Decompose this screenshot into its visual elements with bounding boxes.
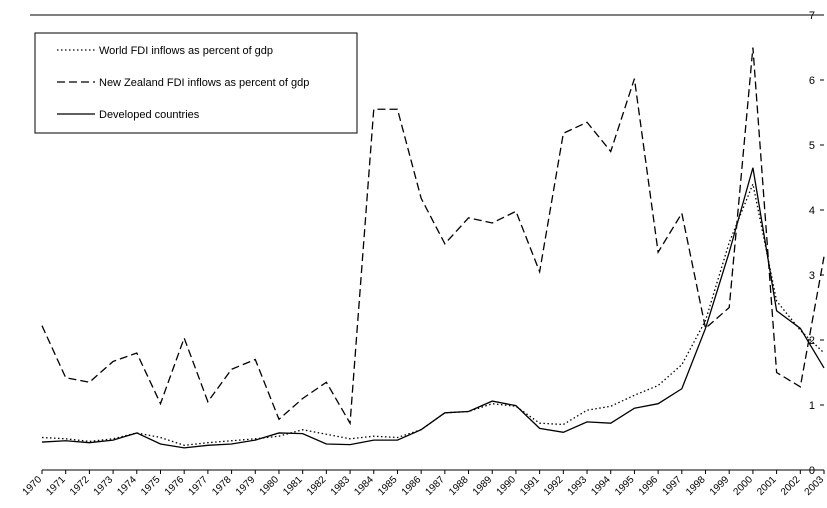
x-tick-label: 2001 (755, 474, 779, 498)
x-tick-label: 1985 (376, 474, 400, 498)
x-tick-label: 1999 (708, 474, 732, 498)
legend: World FDI inflows as percent of gdp New Z… (34, 32, 358, 134)
x-tick-label: 1992 (542, 474, 566, 498)
x-tick-label: 1975 (139, 474, 163, 498)
y-tick-label: 3 (809, 270, 815, 282)
x-tick-label: 1982 (305, 474, 329, 498)
y-tick-label: 2 (809, 335, 815, 347)
x-tick-label: 1998 (684, 474, 708, 498)
x-tick-label: 2003 (803, 474, 827, 498)
x-tick-label: 1971 (44, 474, 68, 498)
line-series (41, 167, 825, 449)
x-tick-label: 1978 (210, 474, 234, 498)
y-tick-label: 4 (809, 205, 815, 217)
y-tick-label: 1 (809, 400, 815, 412)
line-series (41, 181, 825, 446)
x-tick-label: 1979 (234, 474, 258, 498)
legend-label: New Zealand FDI inflows as percent of gd… (99, 77, 309, 89)
y-tick-label: 6 (809, 75, 815, 87)
x-tick-label: 1974 (115, 474, 139, 498)
legend-box (34, 32, 358, 134)
y-tick-label: 0 (809, 465, 815, 477)
x-tick-label: 1973 (92, 474, 116, 498)
x-tick-label: 1977 (186, 474, 210, 498)
x-tick-label: 1980 (258, 474, 282, 498)
x-tick-label: 1984 (352, 474, 376, 498)
x-tick-label: 1983 (329, 474, 353, 498)
legend-label: World FDI inflows as percent of gdp (99, 45, 273, 57)
x-tick-label: 1994 (589, 474, 613, 498)
x-tick-label: 1991 (518, 474, 542, 498)
y-tick-label: 7 (809, 10, 815, 22)
legend-label: Developed countries (99, 109, 200, 121)
x-tick-label: 1988 (447, 474, 471, 498)
line-series (41, 47, 825, 426)
x-tick-label: 1993 (566, 474, 590, 498)
x-tick-label: 1996 (637, 474, 661, 498)
x-tick-label: 1981 (281, 474, 305, 498)
x-tick-label: 2002 (779, 474, 803, 498)
x-tick-label: 2000 (732, 474, 756, 498)
x-tick-label: 1972 (68, 474, 92, 498)
x-tick-label: 1970 (21, 474, 45, 498)
x-tick-label: 1990 (495, 474, 519, 498)
x-tick-label: 1989 (471, 474, 495, 498)
x-tick-label: 1976 (163, 474, 187, 498)
x-tick-label: 1995 (613, 474, 637, 498)
y-tick-label: 5 (809, 140, 815, 152)
x-tick-label: 1986 (400, 474, 424, 498)
x-tick-label: 1987 (423, 474, 447, 498)
x-tick-label: 1997 (660, 474, 684, 498)
